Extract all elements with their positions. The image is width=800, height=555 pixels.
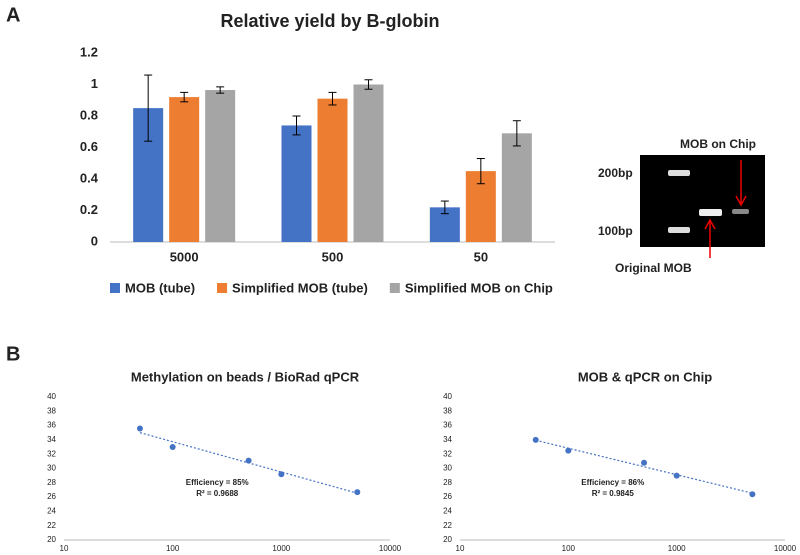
x-tick-label: 1000	[272, 544, 290, 553]
legend-label: Simplified MOB (tube)	[232, 280, 368, 295]
gel-image	[640, 155, 765, 258]
y-tick-label: 30	[47, 464, 56, 473]
annotation: R² = 0.9845	[592, 489, 635, 498]
trendline	[535, 439, 753, 494]
y-tick-label: 1	[91, 76, 98, 91]
gel-background	[640, 155, 765, 247]
error-bar	[144, 74, 153, 142]
y-tick-label: 40	[47, 392, 56, 401]
y-tick-label: 40	[443, 392, 452, 401]
x-tick-label: 10	[60, 544, 69, 553]
y-tick-label: 30	[443, 464, 452, 473]
gel-label: Original MOB	[615, 261, 692, 275]
y-tick-label: 36	[47, 421, 56, 430]
point	[354, 489, 361, 496]
legend-label: Simplified MOB on Chip	[405, 280, 553, 295]
gel-band	[699, 209, 722, 216]
x-tick-label: 5000	[170, 249, 199, 264]
x-tick-label: 10	[456, 544, 465, 553]
x-tick-label: 100	[166, 544, 180, 553]
y-tick-label: 26	[443, 492, 452, 501]
y-tick-label: 0.4	[80, 170, 99, 185]
chart-title: MOB & qPCR on Chip	[578, 369, 712, 384]
x-tick-label: 10000	[379, 544, 402, 553]
x-tick-label: 1000	[668, 544, 686, 553]
error-bar	[476, 158, 485, 185]
annotation: Efficiency = 85%	[186, 478, 249, 487]
error-bar	[328, 91, 337, 106]
bar	[205, 90, 236, 242]
y-tick-label: 32	[443, 449, 452, 458]
y-tick-label: 34	[443, 435, 452, 444]
x-tick-label: 500	[322, 249, 344, 264]
y-tick-label: 22	[47, 521, 56, 530]
gel-band	[668, 170, 690, 176]
error-bar	[292, 115, 301, 136]
chart-title: Methylation on beads / BioRad qPCR	[131, 369, 360, 384]
error-bar	[440, 200, 449, 215]
gel-label: 200bp	[598, 166, 633, 180]
y-tick-label: 0.6	[80, 139, 98, 154]
y-tick-label: 20	[443, 535, 452, 544]
point	[641, 459, 648, 466]
x-tick-label: 50	[474, 249, 488, 264]
bar	[281, 125, 312, 242]
bar	[317, 98, 348, 242]
y-tick-label: 1.2	[80, 44, 98, 59]
y-tick-label: 20	[47, 535, 56, 544]
panel-label: A	[6, 4, 20, 26]
y-tick-label: 24	[47, 507, 56, 516]
point	[749, 491, 756, 498]
y-tick-label: 26	[47, 492, 56, 501]
y-tick-label: 24	[443, 507, 452, 516]
arrow-head	[704, 218, 716, 230]
y-tick-label: 28	[47, 478, 56, 487]
bar	[501, 133, 532, 242]
x-tick-label: 10000	[774, 544, 797, 553]
error-bar	[512, 120, 521, 147]
gel-label: MOB on Chip	[680, 137, 756, 151]
panel-label: B	[6, 343, 20, 365]
point	[245, 457, 252, 464]
annotation: Efficiency = 86%	[581, 478, 644, 487]
y-tick-label: 22	[443, 521, 452, 530]
point	[136, 425, 143, 432]
error-bar	[364, 79, 373, 90]
y-tick-label: 38	[443, 406, 452, 415]
y-tick-label: 0.2	[80, 202, 98, 217]
point	[532, 436, 539, 443]
y-tick-label: 34	[47, 435, 56, 444]
legend-label: MOB (tube)	[125, 280, 195, 295]
bar	[353, 84, 384, 242]
legend-swatch	[110, 283, 120, 293]
y-tick-label: 28	[443, 478, 452, 487]
error-bar	[216, 86, 225, 94]
y-tick-label: 38	[47, 406, 56, 415]
gel-band	[732, 209, 749, 214]
annotation: R² = 0.9688	[196, 489, 239, 498]
chart-title: Relative yield by B-globin	[220, 11, 439, 31]
error-bar	[180, 91, 189, 103]
gel-band	[668, 227, 690, 233]
y-tick-label: 0.8	[80, 107, 98, 122]
point	[278, 471, 285, 478]
point	[169, 444, 176, 451]
legend-swatch	[217, 283, 228, 293]
point	[565, 447, 572, 454]
x-tick-label: 100	[562, 544, 576, 553]
arrow-head	[735, 195, 747, 207]
y-tick-label: 0	[91, 233, 98, 248]
y-tick-label: 32	[47, 449, 56, 458]
point	[673, 472, 680, 479]
gel-label: 100bp	[598, 224, 633, 238]
bar	[169, 97, 200, 242]
y-tick-label: 36	[443, 421, 452, 430]
legend-swatch	[389, 283, 400, 293]
